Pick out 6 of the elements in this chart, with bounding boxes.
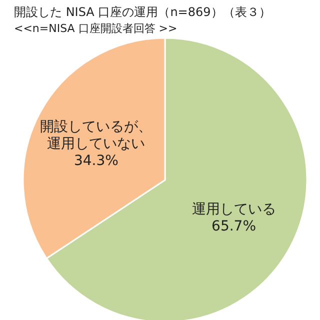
data-label: 65.7% xyxy=(212,218,256,234)
slice-label: 開設しているが、運用していない xyxy=(40,118,152,152)
slice-label: 運用している xyxy=(192,201,276,218)
data-label: 34.3% xyxy=(74,152,118,169)
chart-title: 開設した NISA 口座の運用（n=869）（表３） xyxy=(14,5,271,19)
chart-subtitle: <<n=NISA 口座開設者回答 >> xyxy=(14,22,178,35)
